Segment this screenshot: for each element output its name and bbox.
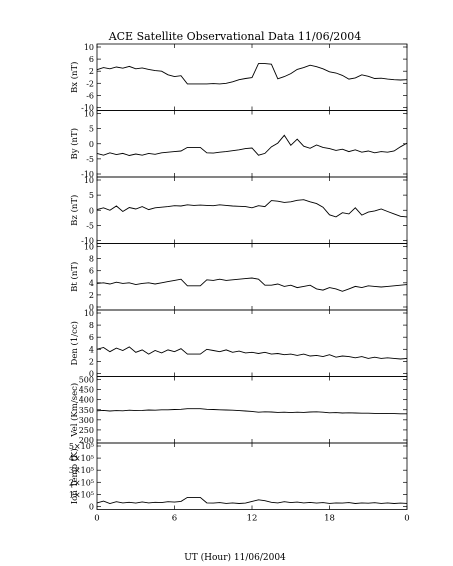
x-tick-label: 18: [324, 514, 335, 524]
y-axis-label: Ion Temp (K): [69, 448, 80, 504]
y-tick-label: 6: [89, 55, 94, 64]
y-tick-label: 8: [89, 255, 94, 264]
y-tick-label: 0: [89, 503, 94, 512]
y-tick-label: 8: [89, 321, 94, 330]
y-tick-label: 4×10⁵: [69, 454, 94, 463]
y-axis-label: Vel (Km/sec): [69, 383, 80, 438]
panel-2: 10 5 0 -5 -10 Bz (nT): [69, 176, 408, 246]
y-tick-label: -5: [86, 221, 94, 230]
y-tick-label: 10: [84, 43, 94, 52]
y-tick-label: 250: [79, 426, 94, 435]
y-tick-label: 0: [89, 303, 94, 312]
y-tick-label: 0: [89, 370, 94, 379]
y-tick-label: -10: [81, 104, 94, 113]
y-tick-label: 2: [89, 67, 94, 76]
y-tick-label: 4: [89, 345, 94, 354]
y-tick-label: 500: [79, 376, 94, 385]
y-tick-label: -2: [86, 79, 94, 88]
y-tick-label: 300: [79, 416, 94, 425]
y-axis-label: Den (1/cc): [69, 321, 80, 365]
y-tick-label: 10: [84, 176, 94, 185]
y-tick-label: 2: [89, 291, 94, 300]
y-tick-label: 4: [89, 279, 94, 288]
x-tick-label: 0: [94, 514, 99, 524]
y-tick-label: 400: [79, 396, 94, 405]
x-axis-label: UT (Hour) 11/06/2004: [184, 552, 286, 563]
y-tick-label: 450: [79, 386, 94, 395]
y-tick-label: 10: [84, 110, 94, 119]
panel-6: 5×10⁵ 4×10⁵ 3×10⁵ 2×10⁵ 1×10⁵ 0 Ion Temp (K): [69, 442, 408, 512]
panel-0: 10 6 2 -2 -6 -10 Bx (nT): [69, 43, 408, 113]
panel-frame: [96, 176, 408, 244]
y-axis-label: Bz (nT): [69, 195, 80, 226]
x-axis: 0 6 12 18 0: [94, 514, 409, 524]
panel-frame: [96, 376, 408, 444]
y-tick-label: -5: [86, 155, 94, 164]
x-tick-label: 6: [172, 514, 177, 524]
panel-1: 10 5 0 -5 -10 By (nT): [69, 110, 408, 179]
y-tick-label: -10: [81, 170, 94, 179]
series-line: [96, 63, 408, 85]
series-line: [96, 346, 408, 360]
y-tick-label: 0: [89, 140, 94, 149]
x-tick-label: 12: [247, 514, 258, 524]
series-line: [96, 134, 408, 156]
y-tick-label: 5: [89, 191, 94, 200]
y-tick-label: 2: [89, 357, 94, 366]
y-tick-label: 0: [89, 206, 94, 215]
y-tick-label: -6: [86, 91, 94, 100]
series-line: [96, 199, 408, 218]
panel-4: 10 8 6 4 2 0 Den (1/cc): [69, 309, 408, 379]
y-tick-label: 6: [89, 333, 94, 342]
series-line: [96, 277, 408, 292]
y-tick-label: 10: [84, 243, 94, 252]
y-tick-label: 2×10⁵: [69, 478, 94, 487]
panel-3: 10 8 6 4 2 0 Bt (nT): [69, 243, 408, 312]
x-tick-label: 0: [404, 514, 409, 524]
y-axis-label: Bt (nT): [69, 262, 80, 292]
y-tick-label: 1×10⁵: [69, 490, 94, 499]
chart-title: ACE Satellite Observational Data 11/06/2…: [108, 30, 362, 43]
series-line: [96, 496, 408, 504]
y-axis-label: Bx (nT): [69, 61, 80, 93]
y-tick-label: 3×10⁵: [69, 466, 94, 475]
y-tick-label: -10: [81, 237, 94, 246]
y-tick-label: 200: [79, 436, 94, 445]
panel-frame: [96, 110, 408, 178]
y-tick-label: 6: [89, 267, 94, 276]
series-line: [96, 408, 407, 415]
panel-frame: [96, 442, 408, 510]
y-axis-label: By (nT): [69, 128, 80, 160]
panel-frame: [96, 309, 408, 377]
y-tick-label: 5×10⁵: [69, 442, 94, 451]
y-tick-label: 10: [84, 309, 94, 318]
y-tick-label: 5: [89, 125, 94, 134]
panel-frame: [96, 243, 408, 311]
y-tick-label: 350: [79, 406, 94, 415]
panels: 10 6 2 -2 -6 -10 Bx (nT) 10 5 0 -5 -10 By (nT) 10 5 0 -5…: [69, 43, 408, 512]
